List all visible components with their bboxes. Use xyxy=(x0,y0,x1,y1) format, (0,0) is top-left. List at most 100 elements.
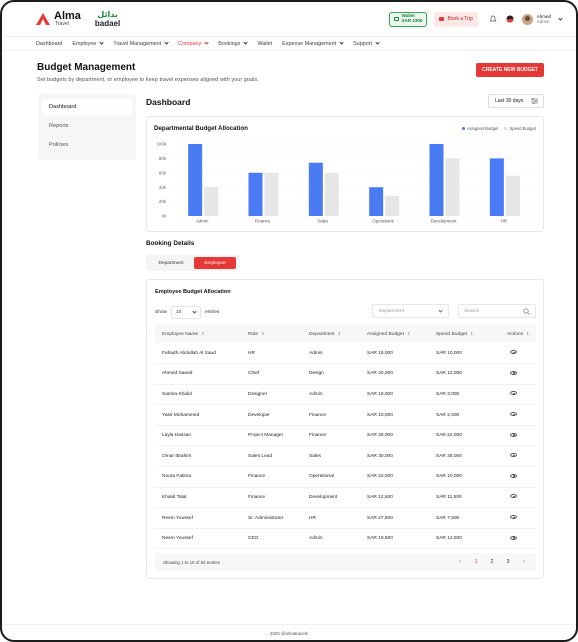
sidebar-item-reports[interactable]: Reports xyxy=(49,123,69,129)
cell-actions xyxy=(500,446,536,467)
bar-spend-admin[interactable] xyxy=(204,187,219,216)
nav-item-wallet[interactable]: Wallet xyxy=(257,41,272,47)
bar-assigned-development[interactable] xyxy=(429,144,444,216)
view-eye-icon[interactable] xyxy=(510,473,517,478)
nav-item-expense-management[interactable]: Expense Management xyxy=(282,40,344,47)
cell-department: Admin xyxy=(309,391,323,397)
bar-spend-hr[interactable] xyxy=(505,175,520,216)
user-info[interactable]: Ahmed Admin xyxy=(537,14,551,25)
col-header-department[interactable]: Department ⇕ xyxy=(309,330,341,337)
wallet-badge[interactable]: Wallet SAR 2300 xyxy=(388,11,428,27)
cell-spend-budget: SAR 7,500 xyxy=(436,515,460,521)
brand-logo[interactable]: Alma Travel xyxy=(54,11,81,27)
top-bar: Alma Travel بدائل badael Wallet SAR 2300… xyxy=(2,2,576,36)
view-eye-icon[interactable] xyxy=(510,432,517,437)
legend-label-assigned: Assigned Budget xyxy=(466,126,499,131)
next-page-icon[interactable]: › xyxy=(523,559,525,565)
sidebar-item-policies[interactable]: Policies xyxy=(49,142,69,148)
view-eye-icon[interactable] xyxy=(510,453,517,458)
entries-select[interactable]: 10 xyxy=(171,306,201,319)
partner-logo: بدائل badael xyxy=(95,9,120,28)
cell-assigned-budget: SAR 19,500 xyxy=(367,536,393,542)
table-row: Layla Hassan Project Manager Finance SAR 25… xyxy=(155,425,536,446)
bar-assigned-finance[interactable] xyxy=(248,172,263,216)
sort-icon: ⇕ xyxy=(201,330,205,336)
show-label: Show xyxy=(155,310,167,315)
view-eye-icon[interactable] xyxy=(510,412,517,417)
bar-assigned-hr[interactable] xyxy=(489,158,504,216)
cell-role: Sales Lead xyxy=(248,453,273,459)
prev-page-icon[interactable]: ‹ xyxy=(459,559,461,565)
bar-assigned-operations[interactable] xyxy=(369,187,384,216)
col-header-assigned-budget[interactable]: Assigned Budget ⇕ xyxy=(367,330,411,337)
bar-assigned-admin[interactable] xyxy=(188,144,203,216)
language-flag-icon[interactable] xyxy=(505,14,515,24)
cell-employee-name: Reem Youssef xyxy=(162,515,193,521)
col-header-employee-name[interactable]: Employee Name ⇕ xyxy=(162,330,205,337)
partner-name-arabic: بدائل xyxy=(97,9,118,19)
table-row: Neem Youssef CEO Admin SAR 19,500 SAR 12,500 xyxy=(155,528,536,549)
page-title: Budget Management xyxy=(37,62,136,73)
tab-employee[interactable]: Employee xyxy=(194,257,236,269)
chevron-down-icon xyxy=(204,40,209,45)
page-2-button[interactable]: 2 xyxy=(490,559,494,565)
cell-actions xyxy=(500,425,536,446)
user-avatar[interactable] xyxy=(521,13,533,25)
cell-assigned-budget: SAR 27,500 xyxy=(367,515,393,521)
page-1-button[interactable]: 1 xyxy=(474,559,478,565)
nav-item-dashboard[interactable]: Dashboard xyxy=(36,41,62,47)
table-row: Fahadh Abdullah Al Saud HR Admin SAR 15,000… xyxy=(155,343,536,364)
notification-bell-icon[interactable] xyxy=(488,14,498,24)
view-eye-icon[interactable] xyxy=(510,391,517,396)
table-title: Employee Budget Allocation xyxy=(155,289,231,295)
create-budget-button[interactable]: CREATE NEW BUDGET xyxy=(476,63,544,77)
bar-spend-operations[interactable] xyxy=(385,195,400,216)
cell-department: Sales xyxy=(309,453,321,459)
view-eye-icon[interactable] xyxy=(510,515,517,520)
chevron-down-icon xyxy=(375,40,380,45)
department-filter-select[interactable]: Department xyxy=(372,304,449,318)
bar-spend-finance[interactable] xyxy=(264,172,279,216)
view-eye-icon[interactable] xyxy=(510,535,517,540)
page-3-button[interactable]: 3 xyxy=(506,559,510,565)
nav-item-company[interactable]: Company xyxy=(178,40,209,47)
sidebar-item-dashboard[interactable]: Dashboard xyxy=(42,99,132,115)
cell-role: Finance xyxy=(248,494,266,500)
cell-employee-name: Noura Fatima xyxy=(162,474,192,480)
col-header-role[interactable]: Role ⇕ xyxy=(248,330,265,337)
cell-assigned-budget: SAR 18,000 xyxy=(367,391,393,397)
legend-dot-spend xyxy=(504,127,508,130)
budget-chart-card: Departmental Budget Allocation Assigned … xyxy=(146,116,544,232)
cell-employee-name: Ahmed Saeed xyxy=(162,371,193,377)
col-header-actions[interactable]: Actions ⇕ xyxy=(507,330,530,337)
cell-actions xyxy=(500,384,536,405)
nav-item-support[interactable]: Support xyxy=(353,40,380,47)
sidebar: Dashboard Reports Policies xyxy=(38,94,136,160)
col-header-spend-budget[interactable]: Spend Budget ⇕ xyxy=(436,330,474,337)
cell-role: CEO xyxy=(248,536,259,542)
legend-item-spend: Spend Budget xyxy=(504,126,536,131)
x-tick-label: Finance xyxy=(255,219,271,224)
bar-chart: 0k 20k 40k 60k 80k 100k Admin Finance Sales Opera… xyxy=(156,142,535,224)
cell-employee-name: Fahadh Abdullah Al Saud xyxy=(162,350,216,356)
nav-item-employee[interactable]: Employee xyxy=(72,40,104,47)
nav-item-travel-management[interactable]: Travel Management xyxy=(113,40,169,47)
cell-spend-budget: SAR 11,500 xyxy=(436,494,462,500)
y-tick-label: 0k xyxy=(161,214,166,219)
search-input[interactable]: Search xyxy=(458,304,536,318)
view-eye-icon[interactable] xyxy=(510,350,517,355)
y-tick-label: 100k xyxy=(156,142,166,147)
user-menu-chevron-icon[interactable] xyxy=(558,15,563,21)
book-trip-button[interactable]: Book a Trip xyxy=(434,11,478,27)
cell-department: Finance xyxy=(309,433,327,439)
sort-icon: ⇕ xyxy=(337,330,341,336)
bar-spend-sales[interactable] xyxy=(324,172,339,216)
view-eye-icon[interactable] xyxy=(510,370,517,375)
nav-item-bookings[interactable]: Bookings xyxy=(218,40,248,47)
bar-assigned-sales[interactable] xyxy=(308,162,323,216)
bar-spend-development[interactable] xyxy=(445,158,460,216)
tab-department[interactable]: Department xyxy=(158,260,184,266)
x-tick-label: HR xyxy=(501,219,507,224)
view-eye-icon[interactable] xyxy=(510,494,517,499)
date-range-select[interactable]: Last 30 days xyxy=(488,94,544,108)
